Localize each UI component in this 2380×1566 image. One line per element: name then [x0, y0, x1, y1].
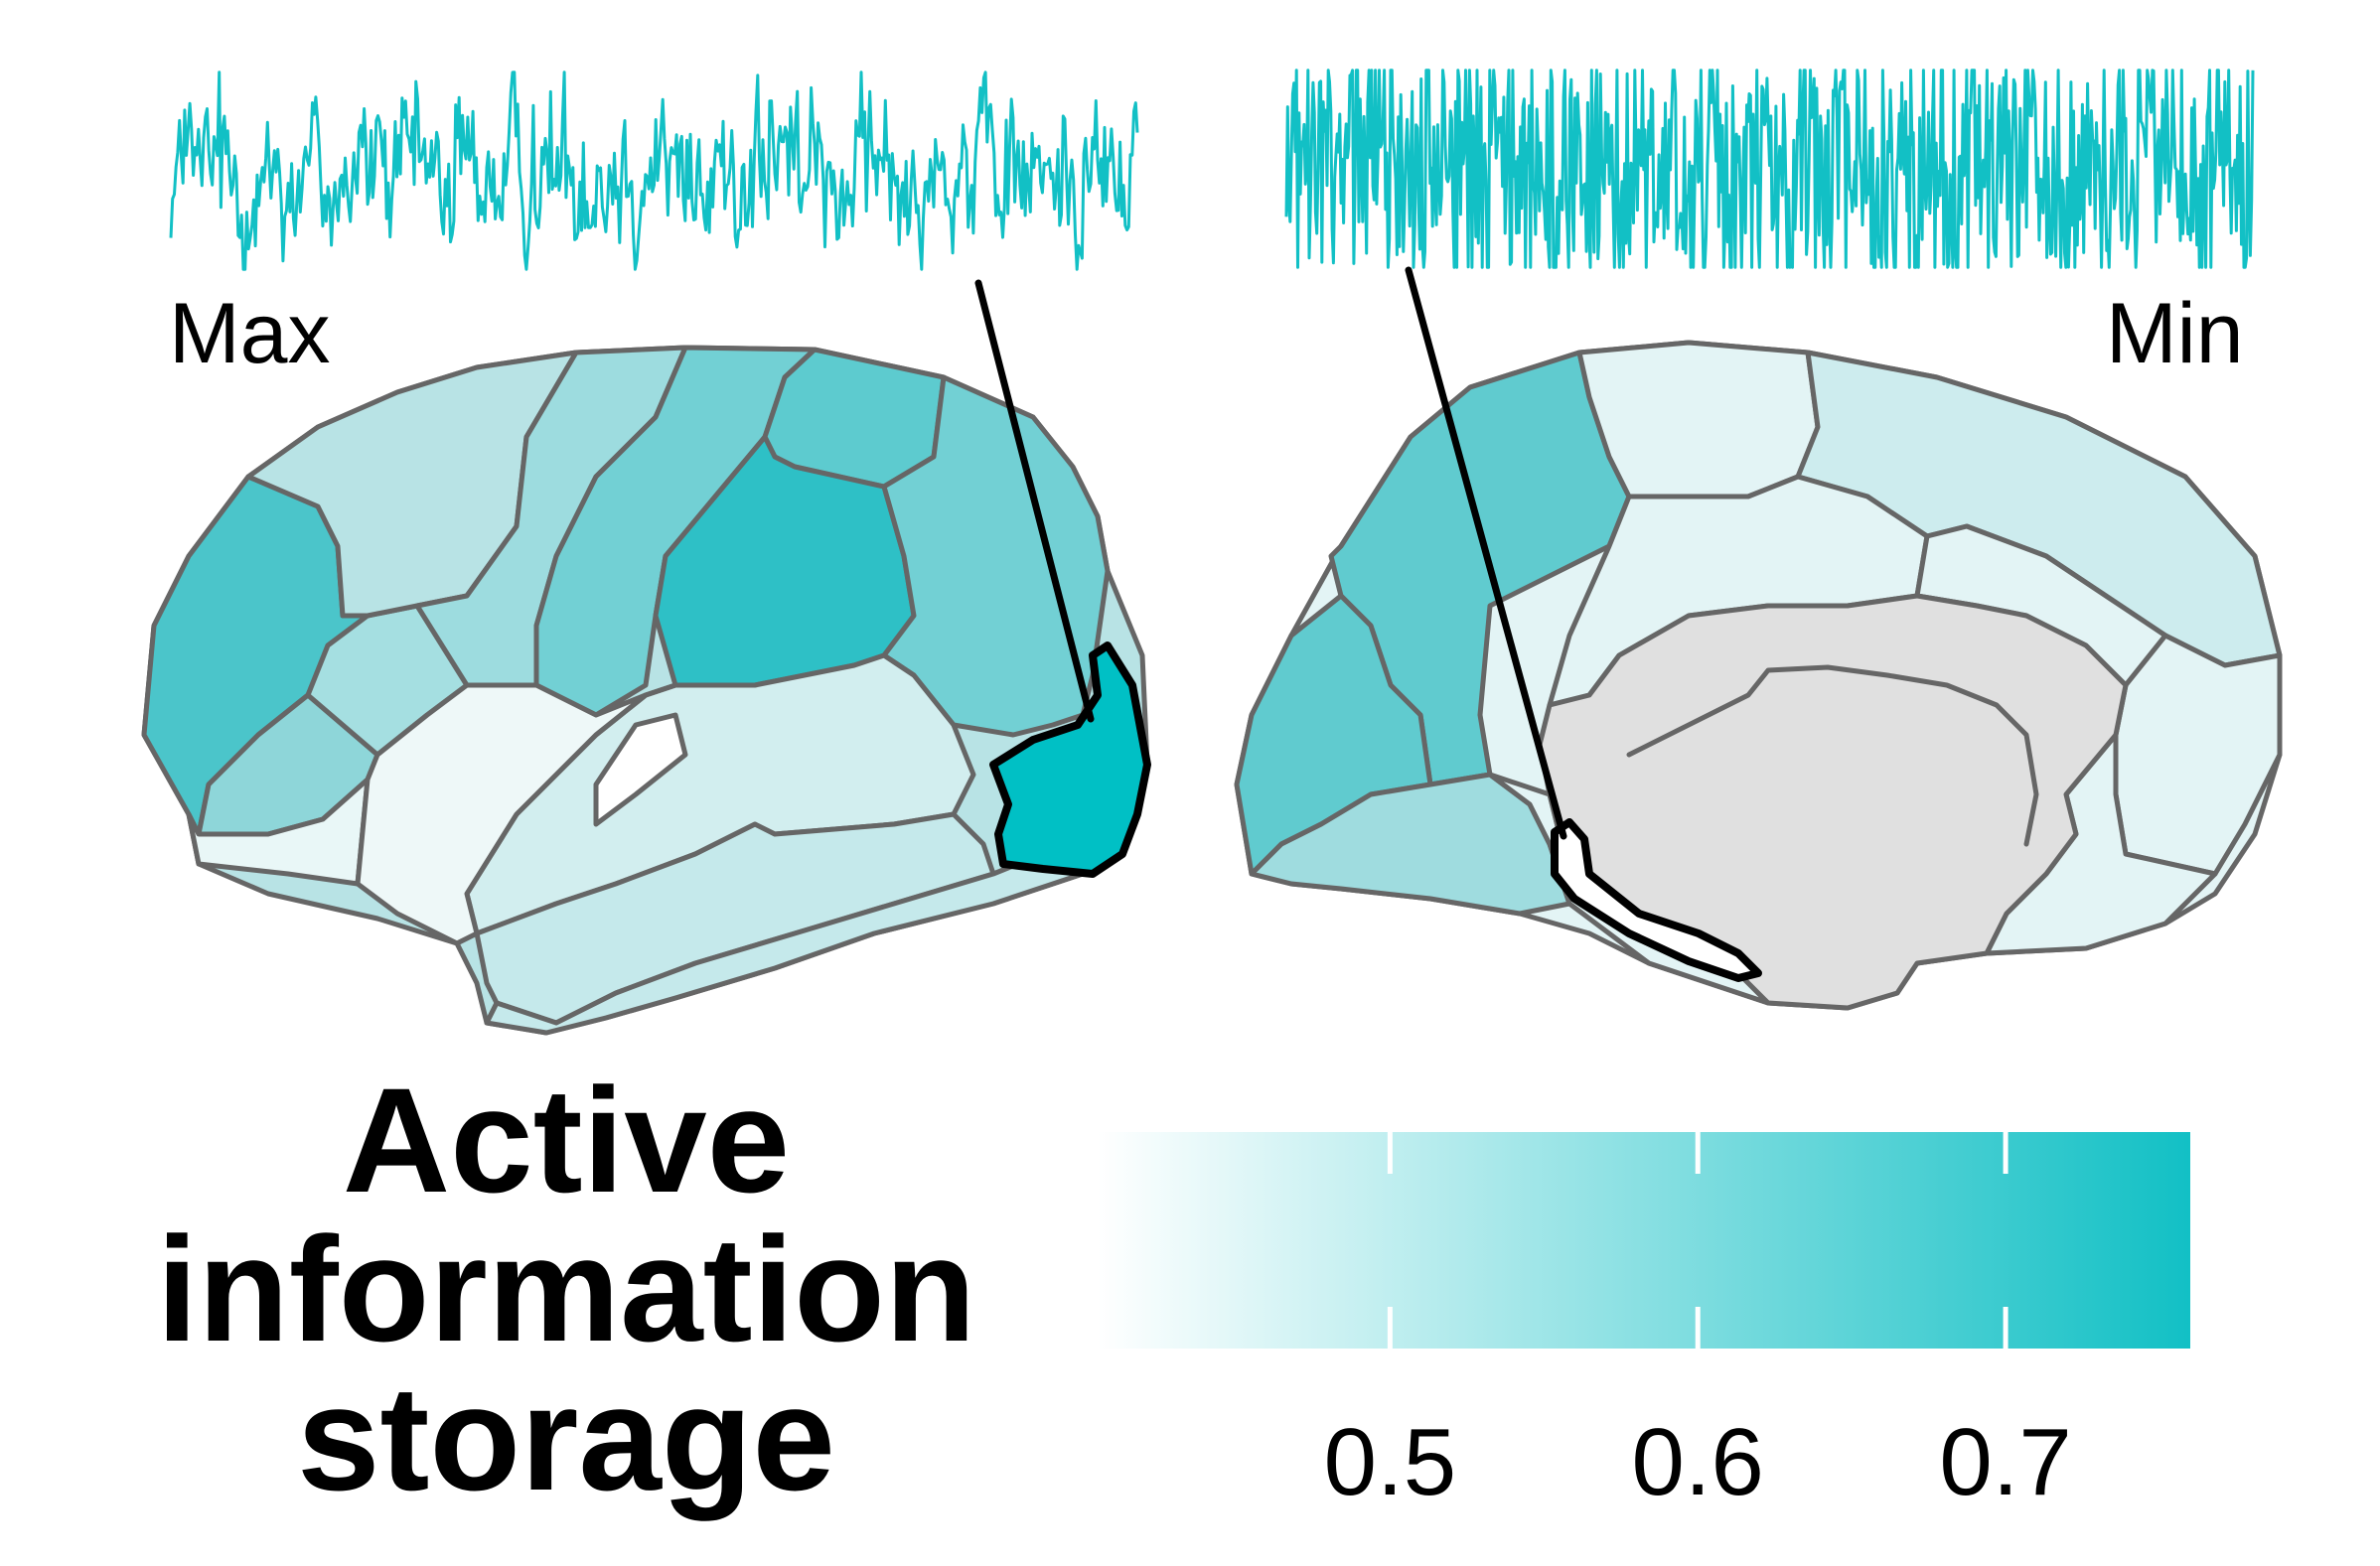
colorbar-gradient	[1098, 1132, 2190, 1349]
medial-brain-view	[1234, 266, 2283, 1011]
lateral-sulcus-island	[593, 712, 688, 827]
colorbar-tick-label: 0.6	[1631, 1409, 1763, 1515]
figure-title-line-3: storage	[297, 1354, 835, 1521]
figure-title-line-2: information	[157, 1206, 976, 1372]
max-signal-trace	[169, 71, 1139, 271]
max-label: Max	[169, 286, 330, 381]
colorbar: 0.5 0.6 0.7	[1098, 1132, 2190, 1515]
max-pointer-line	[974, 279, 1095, 723]
min-highlight-region	[1551, 818, 1762, 982]
lateral-brain-view	[141, 279, 1151, 1036]
colorbar-tick-label: 0.5	[1324, 1409, 1456, 1515]
min-label: Min	[2106, 286, 2244, 381]
inferior-parietal-region	[881, 374, 1111, 738]
colorbar-tick-label: 0.7	[1939, 1409, 2071, 1515]
figure-title-line-1: Active	[343, 1057, 790, 1223]
colorbar-ticks	[1387, 1132, 2008, 1349]
colorbar-tick-labels: 0.5 0.6 0.7	[1324, 1409, 2072, 1515]
min-signal-trace	[1284, 69, 2255, 269]
superior-temporal-region	[355, 682, 678, 946]
paracentral-region	[1576, 340, 1821, 499]
min-pointer-line	[1405, 266, 1567, 840]
corpus-callosum-outline	[1626, 664, 2039, 847]
